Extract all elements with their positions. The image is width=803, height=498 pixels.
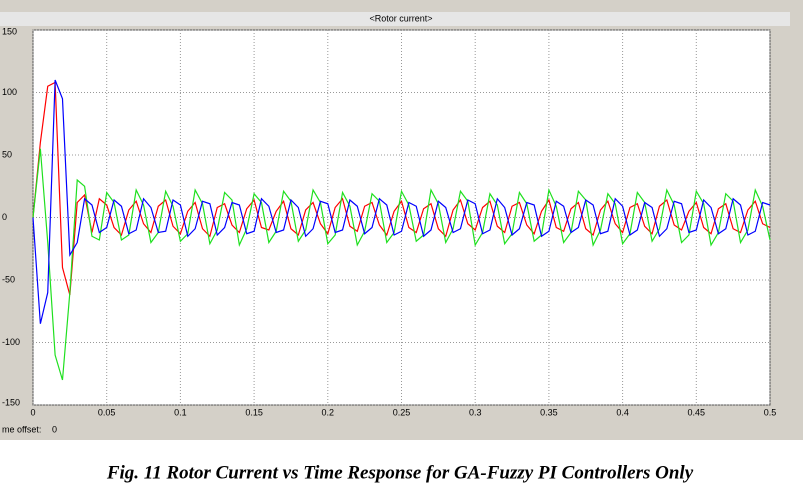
- x-tick-label: 0.5: [764, 407, 777, 417]
- y-tick-label: 100: [2, 87, 17, 97]
- y-tick-label: -150: [2, 397, 20, 407]
- x-tick-label: 0.45: [688, 407, 706, 417]
- x-tick-label: 0.25: [393, 407, 411, 417]
- x-tick-label: 0.1: [174, 407, 187, 417]
- chart-title: <Rotor current>: [369, 13, 432, 23]
- series-line: [32, 81, 771, 296]
- y-tick-label: 50: [2, 149, 12, 159]
- x-tick-label: 0.2: [322, 407, 335, 417]
- time-offset-label: me offset:: [2, 424, 41, 434]
- x-tick-label: 0.15: [245, 407, 263, 417]
- y-tick-label: -50: [2, 274, 15, 284]
- x-tick-label: 0.05: [98, 407, 116, 417]
- x-tick-label: 0.35: [540, 407, 558, 417]
- time-offset-value: 0: [52, 424, 57, 434]
- y-tick-label: 0: [2, 212, 7, 222]
- x-tick-label: 0: [30, 407, 35, 417]
- title-bar: [0, 12, 790, 26]
- y-tick-label: -100: [2, 337, 20, 347]
- caption: Fig. 11 Rotor Current vs Time Response f…: [106, 462, 694, 483]
- y-tick-label: 150: [2, 26, 17, 36]
- x-tick-label: 0.3: [469, 407, 482, 417]
- x-tick-label: 0.4: [616, 407, 629, 417]
- series-line: [32, 148, 771, 381]
- series-line: [32, 79, 771, 324]
